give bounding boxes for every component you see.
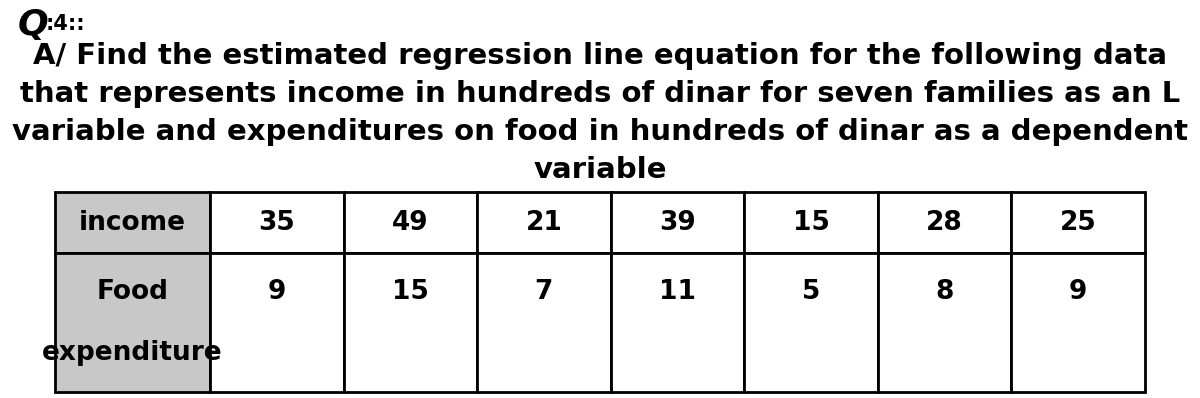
- Text: 8: 8: [936, 279, 954, 305]
- Bar: [1012, 192, 1145, 253]
- Text: Food: Food: [96, 279, 168, 305]
- Text: 28: 28: [926, 209, 964, 236]
- Text: expenditure: expenditure: [42, 340, 223, 366]
- Text: 49: 49: [392, 209, 428, 236]
- Text: Q: Q: [18, 8, 49, 42]
- Text: 9: 9: [1069, 279, 1087, 305]
- Text: that represents income in hundreds of dinar for seven families as an L: that represents income in hundreds of di…: [20, 80, 1180, 108]
- Text: 39: 39: [659, 209, 696, 236]
- Bar: [611, 253, 744, 392]
- Text: income: income: [79, 209, 186, 236]
- Text: 9: 9: [268, 279, 286, 305]
- Bar: [343, 253, 478, 392]
- Bar: [744, 253, 878, 392]
- Text: 35: 35: [258, 209, 295, 236]
- Text: 21: 21: [526, 209, 563, 236]
- Text: 15: 15: [793, 209, 829, 236]
- Bar: [343, 192, 478, 253]
- Bar: [210, 253, 343, 392]
- Text: :4::: :4::: [46, 14, 85, 34]
- Bar: [878, 253, 1012, 392]
- Bar: [744, 192, 878, 253]
- Text: A/ Find the estimated regression line equation for the following data: A/ Find the estimated regression line eq…: [34, 42, 1166, 70]
- Text: 11: 11: [659, 279, 696, 305]
- Bar: [210, 192, 343, 253]
- Bar: [55, 192, 210, 253]
- Text: 5: 5: [802, 279, 821, 305]
- Text: 7: 7: [535, 279, 553, 305]
- Bar: [478, 192, 611, 253]
- Text: variable: variable: [533, 156, 667, 184]
- Text: 25: 25: [1060, 209, 1097, 236]
- Bar: [611, 192, 744, 253]
- Bar: [1012, 253, 1145, 392]
- Bar: [55, 253, 210, 392]
- Bar: [878, 192, 1012, 253]
- Text: 15: 15: [392, 279, 428, 305]
- Text: variable and expenditures on food in hundreds of dinar as a dependent: variable and expenditures on food in hun…: [12, 118, 1188, 146]
- Bar: [478, 253, 611, 392]
